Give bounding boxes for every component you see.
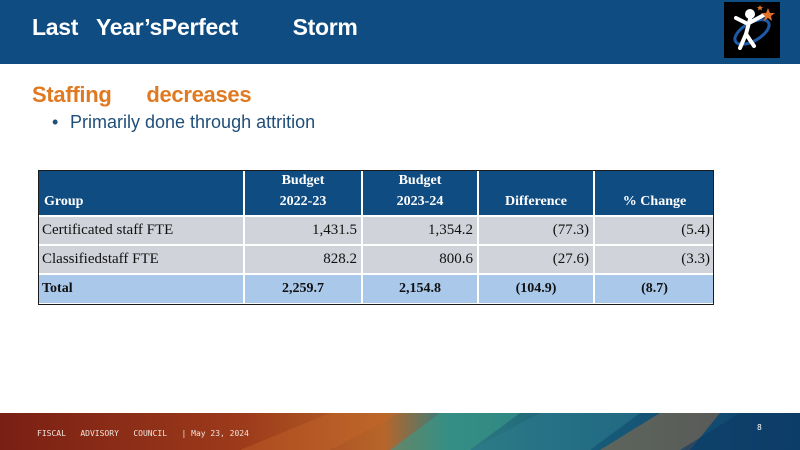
column-header-group: Group xyxy=(38,170,245,216)
footer-background xyxy=(0,413,800,450)
footer-text: FISCAL ADVISORY COUNCIL | May 23, 2024 xyxy=(37,429,249,438)
cell-budget-2023-24: 2,154.8 xyxy=(362,273,479,303)
page-number: 8 xyxy=(757,423,762,432)
cell-difference: (27.6) xyxy=(478,244,595,274)
cell-group: Classifiedstaff FTE xyxy=(38,244,245,274)
header-bar: Last Year’sPerfect Storm xyxy=(0,0,800,64)
cell-budget-2023-24: 800.6 xyxy=(362,244,479,274)
cell-budget-2023-24: 1,354.2 xyxy=(362,215,479,245)
table-row: Classifiedstaff FTE 828.2 800.6 (27.6) (… xyxy=(38,244,714,274)
table-header-row: Group Budget 2022-23 Budget 2023-24 Differ… xyxy=(38,170,714,216)
column-header-budget-2022-23: Budget 2022-23 xyxy=(244,170,363,216)
cell-budget-2022-23: 1,431.5 xyxy=(244,215,363,245)
cell-budget-2022-23: 2,259.7 xyxy=(244,273,363,303)
table-total-row: Total 2,259.7 2,154.8 (104.9) (8.7) xyxy=(38,273,714,303)
subheading: Staffing decreases xyxy=(32,82,252,107)
cell-group: Certificated staff FTE xyxy=(38,215,245,245)
cell-budget-2022-23: 828.2 xyxy=(244,244,363,274)
cell-percent-change: (8.7) xyxy=(594,273,714,303)
logo xyxy=(724,2,780,58)
cell-difference: (104.9) xyxy=(478,273,595,303)
bullet-dot: • xyxy=(52,112,59,132)
staffing-table: Group Budget 2022-23 Budget 2023-24 Differ… xyxy=(38,170,714,303)
column-header-budget-2023-24: Budget 2023-24 xyxy=(362,170,479,216)
bullet-text: Primarily done through attrition xyxy=(70,112,316,132)
footer-bar: FISCAL ADVISORY COUNCIL | May 23, 2024 8 xyxy=(0,413,800,450)
column-header-difference: Difference xyxy=(478,170,595,216)
cell-difference: (77.3) xyxy=(478,215,595,245)
slide-title: Last Year’sPerfect Storm xyxy=(32,14,358,40)
table-row: Certificated staff FTE 1,431.5 1,354.2 (… xyxy=(38,215,714,245)
bullet-item: • Primarily done through attrition xyxy=(52,112,315,133)
figure-with-stars-icon xyxy=(733,5,775,50)
cell-percent-change: (5.4) xyxy=(594,215,714,245)
column-header-percent-change: % Change xyxy=(594,170,714,216)
cell-percent-change: (3.3) xyxy=(594,244,714,274)
cell-group: Total xyxy=(38,273,245,303)
